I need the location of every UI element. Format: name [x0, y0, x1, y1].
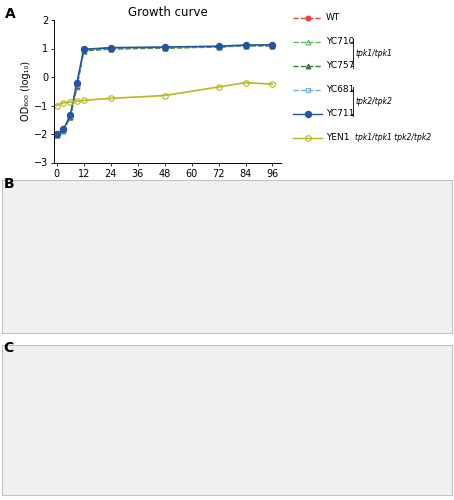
Text: tpk1/tpk1 tpk2/tpk2: tpk1/tpk1 tpk2/tpk2: [355, 133, 432, 142]
Text: tpk1/tpk1: tpk1/tpk1: [355, 49, 392, 58]
Text: YC757: YC757: [326, 61, 355, 70]
Text: YEN1: YEN1: [326, 133, 350, 142]
Text: C: C: [4, 341, 14, 355]
Text: YC710: YC710: [326, 37, 355, 46]
Text: A: A: [5, 8, 15, 22]
Y-axis label: OD₆₀₀ (log₁₀): OD₆₀₀ (log₁₀): [21, 61, 31, 122]
Text: tpk2/tpk2: tpk2/tpk2: [355, 97, 392, 106]
Text: WT: WT: [326, 13, 340, 22]
Text: B: B: [4, 176, 14, 190]
Title: Growth curve: Growth curve: [128, 6, 208, 19]
X-axis label: hour: hour: [156, 182, 180, 192]
Text: YC681: YC681: [326, 85, 355, 94]
Text: YC711: YC711: [326, 109, 355, 118]
